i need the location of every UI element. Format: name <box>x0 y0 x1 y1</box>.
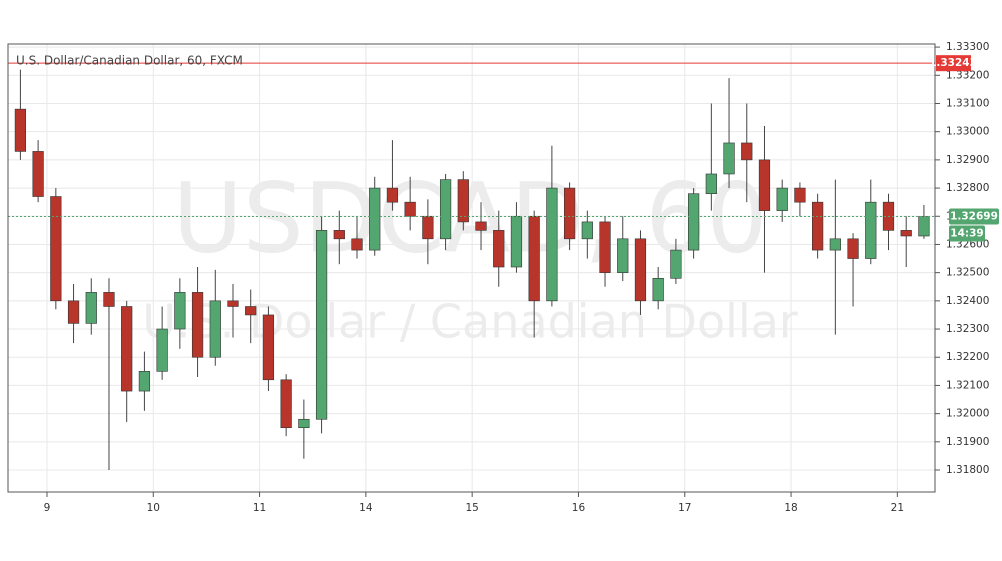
countdown-box <box>949 225 985 242</box>
candle-body <box>333 230 345 240</box>
y-tick-label: 1.32300 <box>946 323 989 335</box>
y-tick-label: 1.33100 <box>946 97 989 109</box>
candle-body <box>794 187 806 203</box>
candle-body <box>670 249 682 279</box>
candle-body <box>705 173 717 195</box>
candle-body <box>298 418 310 429</box>
x-tick-label: 21 <box>891 502 904 514</box>
candle-body <box>439 179 452 240</box>
candle-body <box>688 193 700 251</box>
candle-body <box>510 215 523 268</box>
watermark-symbol: USDCAD, 60 <box>173 162 768 274</box>
candle-body <box>315 230 328 420</box>
candle-body <box>85 292 97 324</box>
y-tick-label: 1.32900 <box>946 154 989 166</box>
candle-body <box>386 187 399 203</box>
candle-body <box>67 300 80 324</box>
last-price-label: 1.32699 <box>950 211 998 223</box>
candle-body <box>918 216 930 237</box>
x-tick-label: 18 <box>784 502 797 514</box>
candle-body <box>369 187 381 251</box>
candle-body <box>457 179 469 223</box>
candle-body <box>563 187 576 240</box>
x-tick-label: 17 <box>678 502 691 514</box>
candle-body <box>599 221 611 273</box>
candle-body <box>156 328 168 372</box>
x-tick-label: 14 <box>359 502 373 514</box>
candle-body <box>581 221 593 240</box>
y-tick-label: 1.31900 <box>946 436 989 448</box>
candle-body <box>829 238 841 251</box>
candle-body <box>209 300 221 358</box>
y-tick-label: 1.32100 <box>946 379 989 391</box>
watermark-name: U.S. Dollar / Canadian Dollar <box>142 295 798 349</box>
candle-body <box>617 238 629 273</box>
candle-body <box>422 215 434 240</box>
y-tick-label: 1.31800 <box>946 464 989 476</box>
candle-body <box>14 108 27 152</box>
x-tick-label: 15 <box>465 502 478 514</box>
plot <box>8 62 935 471</box>
candle-body <box>546 187 558 302</box>
y-tick-label: 1.33000 <box>946 126 989 138</box>
candle-body <box>262 314 275 381</box>
level-label: 1.33243 <box>929 57 977 69</box>
candle-body <box>227 300 239 307</box>
candle-body <box>475 221 487 231</box>
y-tick-label: 1.33200 <box>946 69 989 81</box>
countdown: 14:39 <box>950 228 983 240</box>
candle-body <box>191 292 204 358</box>
candle-body <box>812 201 824 251</box>
candle-body <box>758 159 771 211</box>
x-tick-label: 16 <box>572 502 586 514</box>
candle-body <box>776 187 788 211</box>
chart-title: U.S. Dollar/Canadian Dollar, 60, FXCM <box>16 54 243 68</box>
candle-body <box>404 201 416 217</box>
axes: 1.31800 1.31900 1.32000 1.32100 1.32200 1.323… <box>44 41 999 514</box>
y-tick-label: 1.32800 <box>946 182 989 194</box>
x-tick-label: 9 <box>44 502 51 514</box>
candle-body <box>280 379 292 429</box>
candle-body <box>847 238 859 259</box>
last-price-box <box>949 208 999 225</box>
y-tick-label: 1.32400 <box>946 295 989 307</box>
candle-body <box>245 306 257 316</box>
candle-body <box>865 201 877 259</box>
y-tick-label: 1.33300 <box>946 41 989 53</box>
candle-body <box>121 306 133 392</box>
candle-body <box>50 196 62 302</box>
candle-body <box>741 142 753 161</box>
y-tick-label: 1.32200 <box>946 351 989 363</box>
level-label-box <box>936 55 971 72</box>
candle-body <box>351 238 363 251</box>
candle-body <box>138 371 151 392</box>
x-tick-label: 10 <box>147 502 160 514</box>
candle-body <box>174 292 186 330</box>
candle-body <box>528 215 540 302</box>
candle-body <box>493 230 505 268</box>
y-tick-label: 1.32000 <box>946 408 989 420</box>
candle-body <box>32 151 44 197</box>
x-tick-label: 11 <box>253 502 266 514</box>
candle-body <box>103 292 115 307</box>
candle-body <box>723 142 735 175</box>
candle-body <box>634 238 647 302</box>
candle-body <box>652 277 664 302</box>
y-tick-label: 1.32500 <box>946 267 989 279</box>
candle-body <box>900 230 912 237</box>
